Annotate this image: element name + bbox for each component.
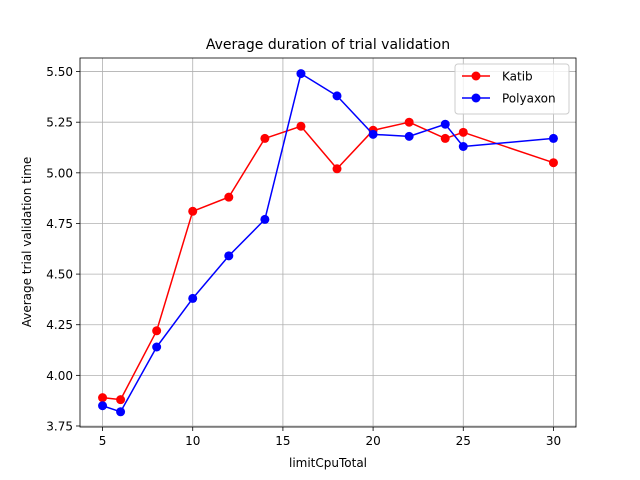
data-point-polyaxon [368, 129, 378, 139]
x-tick-label: 10 [185, 434, 200, 448]
y-tick-label: 5.50 [46, 65, 73, 79]
y-tick-label: 4.00 [46, 369, 73, 383]
y-tick-label: 5.25 [46, 116, 73, 130]
plot-frame [79, 57, 577, 428]
axis-ticks: 5 10 15 20 25 30 3.75 4.00 4.25 4.50 4.75 5.00 5.25 5… [46, 65, 561, 448]
legend-label-katib: Katib [502, 70, 533, 84]
data-point-polyaxon [188, 293, 198, 303]
series-polyaxon [98, 69, 558, 417]
data-point-katib [224, 192, 234, 202]
x-tick-label: 5 [99, 434, 107, 448]
data-point-polyaxon [152, 342, 162, 352]
y-tick-label: 4.75 [46, 217, 73, 231]
data-point-katib [404, 117, 414, 127]
data-point-katib [98, 393, 108, 403]
x-tick-label: 30 [546, 434, 561, 448]
data-point-katib [548, 158, 558, 168]
legend: Katib Polyaxon [454, 63, 570, 115]
legend-label-polyaxon: Polyaxon [502, 92, 556, 106]
data-point-polyaxon [404, 131, 414, 141]
chart-title: Average duration of trial validation [206, 37, 450, 53]
x-tick-label: 20 [365, 434, 380, 448]
legend-marker-katib [471, 71, 481, 81]
data-point-polyaxon [260, 214, 270, 224]
data-point-katib [260, 133, 270, 143]
data-point-katib [332, 164, 342, 174]
x-tick-label: 15 [275, 434, 290, 448]
data-point-katib [440, 133, 450, 143]
data-point-katib [296, 121, 306, 131]
data-point-polyaxon [458, 142, 468, 152]
data-point-katib [458, 127, 468, 137]
y-tick-label: 4.50 [46, 268, 73, 282]
data-point-polyaxon [296, 69, 306, 79]
series-katib [98, 117, 558, 405]
data-point-polyaxon [332, 91, 342, 101]
data-point-polyaxon [548, 133, 558, 143]
x-axis-label: limitCpuTotal [289, 456, 367, 470]
data-point-katib [152, 326, 162, 336]
y-axis-label: Average trial validation time [20, 157, 34, 328]
y-tick-label: 3.75 [46, 419, 73, 433]
data-point-polyaxon [116, 407, 126, 417]
y-tick-label: 5.00 [46, 166, 73, 180]
data-point-polyaxon [224, 251, 234, 261]
legend-marker-polyaxon [471, 93, 481, 103]
data-point-polyaxon [440, 119, 450, 129]
data-point-polyaxon [98, 401, 108, 411]
x-tick-label: 25 [456, 434, 471, 448]
data-point-katib [116, 395, 126, 405]
data-point-katib [188, 206, 198, 216]
y-tick-label: 4.25 [46, 318, 73, 332]
series-group [98, 69, 558, 417]
grid [80, 58, 576, 427]
